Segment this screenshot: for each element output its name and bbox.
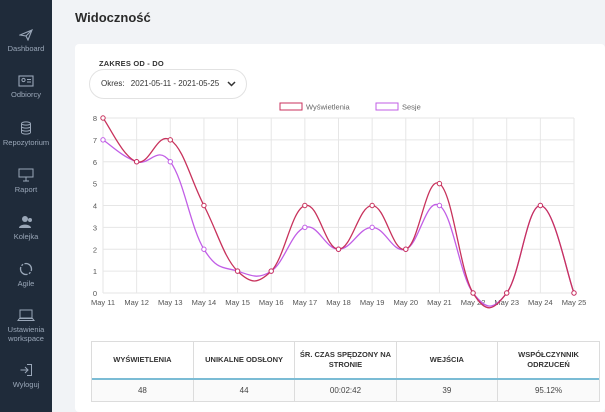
sidebar-item-wyloguj[interactable]: Wyloguj (0, 363, 52, 389)
data-point (100, 137, 106, 143)
sidebar-item-raport[interactable]: Raport (0, 168, 52, 194)
x-tick-label: May 14 (192, 298, 217, 307)
data-point (302, 224, 308, 231)
paper-plane-icon (19, 29, 33, 41)
x-tick-label: May 24 (528, 298, 553, 307)
x-tick-label: May 25 (562, 298, 587, 307)
x-tick-label: May 13 (158, 298, 183, 307)
x-tick-label: May 22 (461, 298, 486, 307)
data-point (470, 290, 476, 296)
presentation-board-icon (18, 168, 34, 182)
sidebar-item-dashboard[interactable]: Dashboard (0, 29, 52, 53)
sidebar-item-repozytorium[interactable]: Repozytorium (0, 121, 52, 147)
chevron-down-icon (227, 81, 236, 87)
stats-header-avg-time: ŚR. CZAS SPĘDZONY NA STRONIE (294, 342, 397, 380)
database-icon (21, 121, 31, 135)
stats-header-unique-views: UNIKALNE ODSŁONY (193, 342, 296, 380)
data-point (201, 202, 207, 209)
data-point (537, 202, 544, 209)
x-tick-label: May 11 (91, 298, 115, 307)
stats-value-bounce-rate: 95.12% (497, 379, 599, 401)
logout-icon (20, 364, 32, 376)
x-tick-label: May 16 (259, 298, 284, 307)
stats-value-avg-time: 00:02:42 (294, 379, 397, 401)
sidebar-item-agile[interactable]: Agile (0, 262, 52, 288)
stats-header-entrances: WEJŚCIA (396, 342, 499, 380)
sidebar: Dashboard Odbiorcy Repozytorium Raport K… (0, 0, 52, 412)
legend-label: Wyświetlenia (306, 103, 351, 112)
y-tick-label: 0 (93, 289, 97, 298)
legend-swatch (375, 102, 399, 111)
data-point (403, 246, 409, 252)
y-tick-label: 7 (93, 136, 97, 145)
sidebar-item-kolejka[interactable]: Kolejka (0, 215, 52, 241)
laptop-icon (17, 309, 35, 321)
data-point (436, 202, 443, 209)
stats-header-views: WYŚWIETLENIA (92, 342, 194, 380)
contact-card-icon (18, 75, 34, 87)
stats-value-entrances: 39 (396, 379, 499, 401)
sidebar-item-label: Kolejka (13, 232, 39, 241)
sidebar-item-ustawienia-workspace[interactable]: Ustawienia workspace (0, 309, 52, 343)
x-tick-label: May 20 (393, 298, 418, 307)
data-point (167, 137, 173, 143)
stats-header-bounce-rate: WSPÓŁCZYNNIK ODRZUCEŃ (497, 342, 599, 380)
x-tick-label: May 23 (494, 298, 519, 307)
data-point (369, 224, 375, 231)
data-point (201, 246, 207, 252)
data-point (133, 159, 140, 165)
date-range-select[interactable]: Okres: 2021-05-11 - 2021-05-25 (89, 69, 247, 99)
sidebar-item-label: Agile (17, 279, 35, 288)
sidebar-item-label: Dashboard (7, 44, 45, 53)
date-range-label: ZAKRES OD - DO (99, 59, 164, 68)
stats-table: WYŚWIETLENIA UNIKALNE ODSŁONY ŚR. CZAS S… (91, 341, 600, 402)
date-range-prefix: Okres: (101, 79, 125, 88)
stats-value-unique-views: 44 (193, 379, 296, 401)
data-point (436, 180, 443, 187)
line-chart: 0 1 2 3 4 5 6 7 8 May 11 May 12 May 13 May 14 May 15 M… (91, 102, 587, 309)
data-point (234, 268, 241, 274)
sidebar-item-label: Ustawienia workspace (7, 325, 45, 343)
data-point (504, 290, 510, 296)
y-tick-label: 5 (93, 180, 97, 189)
data-point (302, 202, 308, 209)
circular-arrows-icon (19, 262, 33, 276)
legend-swatch (279, 102, 303, 111)
sidebar-item-label: Odbiorcy (10, 90, 41, 99)
x-tick-label: May 18 (326, 298, 351, 307)
data-point (268, 268, 274, 274)
date-range-value: 2021-05-11 - 2021-05-25 (130, 79, 220, 88)
user-queue-icon (19, 216, 32, 228)
page-title: Widoczność (75, 10, 151, 25)
sidebar-item-odbiorcy[interactable]: Odbiorcy (0, 75, 52, 99)
sidebar-item-label: Repozytorium (2, 138, 50, 147)
data-point (571, 290, 577, 296)
data-point (335, 246, 342, 252)
stats-value-views: 48 (92, 379, 194, 401)
x-tick-label: May 12 (124, 298, 149, 307)
sidebar-item-label: Wyloguj (12, 380, 40, 389)
x-tick-label: May 15 (225, 298, 250, 307)
legend-label: Sesje (402, 103, 421, 112)
x-tick-label: May 21 (427, 298, 452, 307)
y-tick-label: 4 (93, 202, 97, 211)
data-point (100, 115, 106, 121)
y-tick-label: 1 (93, 267, 97, 276)
x-tick-label: May 17 (293, 298, 318, 307)
data-point (167, 159, 173, 165)
y-tick-label: 2 (93, 245, 97, 254)
y-tick-label: 3 (93, 223, 97, 232)
y-tick-label: 8 (93, 114, 97, 123)
x-tick-label: May 19 (360, 298, 385, 307)
data-point (369, 202, 375, 209)
y-tick-label: 6 (93, 158, 97, 167)
sidebar-item-label: Raport (14, 185, 38, 194)
